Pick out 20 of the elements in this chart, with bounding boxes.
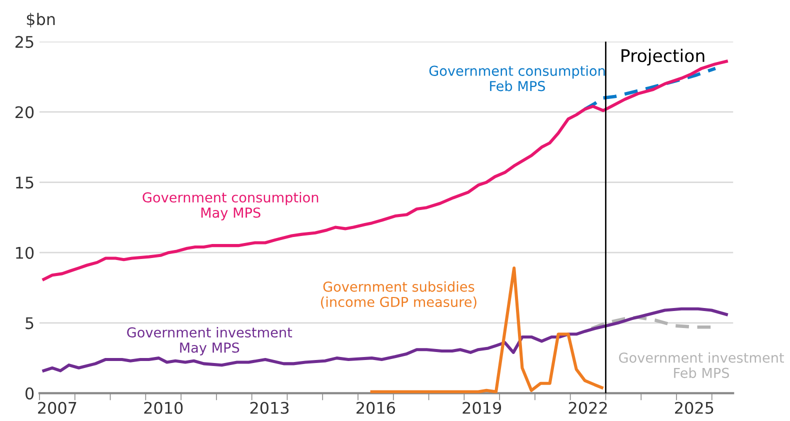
y-tick-label: 0 bbox=[26, 387, 34, 400]
x-tick-label: 2019 bbox=[462, 402, 502, 414]
y-tick-label: 25 bbox=[15, 36, 34, 48]
series-label: Government investment May MPS bbox=[127, 326, 292, 356]
y-tick-label: 15 bbox=[16, 176, 34, 189]
x-tick-label: 2025 bbox=[675, 402, 714, 414]
text: Government investment Feb MPS bbox=[619, 352, 784, 378]
y-axis-title: $bn bbox=[26, 12, 55, 28]
x-tick-label: 2007 bbox=[38, 402, 76, 414]
series-label: Government consumption Feb MPS bbox=[429, 65, 605, 92]
x-tick-label: 2010 bbox=[144, 402, 183, 414]
ref-line-label: Projection bbox=[622, 48, 704, 66]
x-tick-label: 2013 bbox=[250, 402, 289, 414]
text: Government subsidies (income GDP measure) bbox=[321, 281, 476, 309]
y-tick-label: 10 bbox=[16, 246, 34, 259]
x-tick-label: 2016 bbox=[356, 402, 396, 414]
y-tick-label: 20 bbox=[15, 106, 34, 118]
x-tick-label: 2022 bbox=[568, 402, 607, 414]
series-label: Government consumption May MPS bbox=[142, 192, 318, 220]
y-tick-label: 5 bbox=[26, 317, 34, 330]
